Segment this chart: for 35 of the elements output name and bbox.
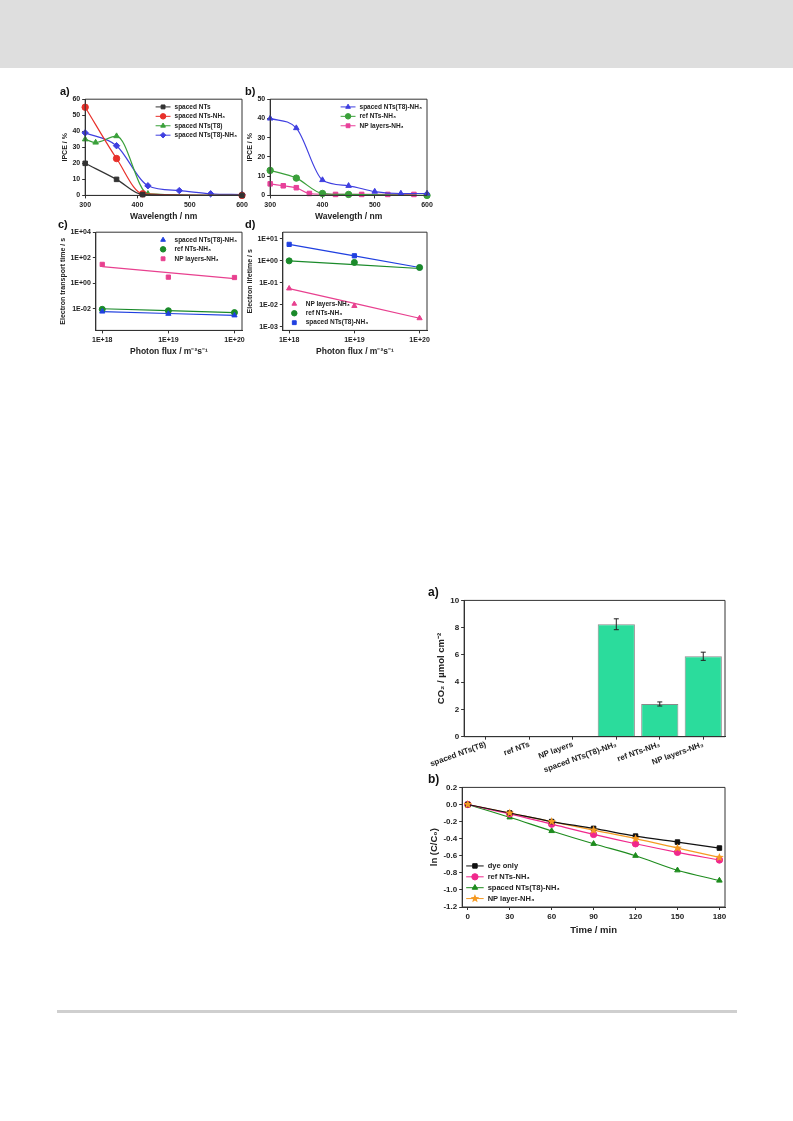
y-tick-label: -0.2 bbox=[443, 816, 458, 826]
x-tick-label: 180 bbox=[712, 912, 727, 921]
chart-title: c) bbox=[58, 217, 69, 230]
chart-title: a) bbox=[60, 84, 71, 97]
x-tick-label: 90 bbox=[589, 912, 599, 921]
y-tick-label: 6 bbox=[454, 650, 460, 660]
y-tick-label: 2 bbox=[454, 704, 460, 714]
chart-title: d) bbox=[245, 217, 256, 230]
y-tick-label: 0 bbox=[454, 731, 460, 741]
x-axis-title: Time / min bbox=[570, 923, 618, 935]
y-tick-label: -0.6 bbox=[443, 850, 458, 860]
y-tick-label: 0.0 bbox=[446, 799, 458, 809]
x-tick-label: 120 bbox=[628, 912, 643, 921]
x-tick-label: ref NTs bbox=[502, 739, 532, 758]
y-tick-label: 0.2 bbox=[446, 782, 458, 792]
chart-title: b) bbox=[428, 771, 440, 786]
x-axis-title: Wavelength / nm bbox=[129, 211, 198, 222]
x-tick-label: 0 bbox=[465, 912, 471, 921]
x-tick-label: 150 bbox=[670, 912, 685, 921]
y-tick-label: -0.4 bbox=[443, 833, 458, 843]
chart-title: a) bbox=[428, 584, 439, 599]
x-tick-label: 60 bbox=[547, 912, 557, 921]
x-tick-label: 30 bbox=[505, 912, 515, 921]
y-axis-title: CO₂ / µmol cm⁻² bbox=[435, 632, 447, 705]
y-tick-label: -0.8 bbox=[443, 868, 458, 878]
y-tick-label: 8 bbox=[454, 622, 460, 632]
x-axis-title: Wavelength / nm bbox=[314, 211, 383, 222]
y-tick-label: -1.2 bbox=[443, 902, 458, 912]
y-tick-label: 4 bbox=[454, 677, 460, 687]
y-axis-title: ln (C/C₀) bbox=[428, 828, 440, 867]
x-axis-title: Photon flux / m⁻²s⁻¹ bbox=[130, 346, 208, 357]
chart-title: b) bbox=[245, 84, 256, 97]
x-axis-title: Photon flux / m⁻²s⁻¹ bbox=[316, 346, 394, 357]
y-tick-label: -1.0 bbox=[443, 885, 458, 895]
y-tick-label: 10 bbox=[450, 595, 460, 605]
